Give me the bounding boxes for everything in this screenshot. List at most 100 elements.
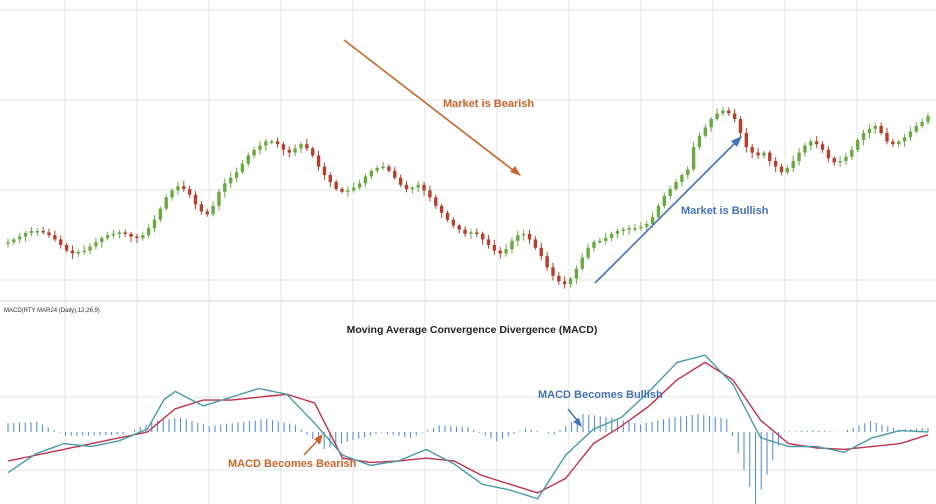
- macd-lines: [7, 354, 929, 500]
- candle-body: [885, 133, 889, 142]
- candle-body: [381, 166, 385, 169]
- candle-body: [697, 135, 702, 147]
- candle-body: [457, 225, 461, 230]
- candle-body: [463, 229, 467, 234]
- candle-body: [551, 267, 555, 276]
- candle-body: [650, 217, 655, 224]
- candle-body: [205, 211, 209, 215]
- candle-body: [791, 161, 795, 168]
- candle-body: [404, 184, 409, 189]
- candle-body: [480, 233, 485, 240]
- candle-body: [850, 149, 854, 157]
- candle-body: [152, 219, 157, 229]
- macd-line: [7, 354, 929, 500]
- candle-body: [422, 184, 426, 191]
- candle-body: [557, 275, 561, 282]
- candle-body: [744, 133, 749, 147]
- candle-body: [117, 232, 122, 234]
- candle-body: [393, 170, 397, 178]
- bearish-trend-arrow-line: [343, 39, 519, 175]
- candle-body: [867, 128, 872, 133]
- candle-body: [29, 231, 34, 233]
- candle-body: [105, 235, 110, 238]
- candle-body: [135, 236, 139, 239]
- candle-body: [844, 156, 848, 161]
- candle-body: [328, 175, 332, 182]
- candle-body: [334, 182, 338, 189]
- candle-body: [855, 140, 860, 150]
- candle-body: [451, 219, 456, 226]
- candle-body: [293, 148, 297, 153]
- candle-body: [633, 228, 637, 230]
- candle-body: [926, 116, 930, 122]
- candle-body: [228, 177, 233, 184]
- signal-line: [7, 361, 929, 494]
- candle-body: [803, 145, 807, 153]
- candle-body: [750, 147, 754, 153]
- candle-body: [668, 189, 672, 196]
- candle-body: [275, 141, 280, 145]
- candle-body: [100, 238, 104, 243]
- candle-body: [486, 239, 491, 245]
- candle-body: [609, 233, 614, 238]
- candle-body: [920, 121, 924, 126]
- candle-body: [182, 186, 186, 189]
- candle-body: [305, 144, 309, 149]
- candle-body: [691, 147, 696, 170]
- candle-body: [258, 145, 262, 150]
- candle-body: [715, 113, 719, 119]
- candle-body: [428, 190, 432, 198]
- macd-bearish-label: MACD Becomes Bearish: [228, 458, 357, 470]
- candle-body: [686, 169, 690, 175]
- candle-body: [146, 228, 151, 236]
- candle-body: [809, 141, 813, 146]
- candle-body: [252, 149, 256, 156]
- candle-body: [604, 238, 608, 241]
- candle-body: [639, 226, 643, 229]
- candle-body: [434, 197, 438, 206]
- candle-body: [709, 119, 713, 128]
- candle-body: [287, 149, 291, 153]
- candle-body: [645, 224, 649, 227]
- candle-body: [94, 242, 98, 247]
- candle-body: [832, 158, 836, 163]
- macd-bullish-arrow-head-icon: [573, 418, 582, 427]
- candle-body: [18, 236, 22, 240]
- candle-body: [627, 228, 631, 230]
- candle-body: [164, 197, 168, 209]
- candle-body: [492, 245, 497, 251]
- candle-body: [187, 189, 192, 195]
- macd-histogram: [7, 414, 929, 504]
- candle-body: [439, 205, 444, 213]
- candle-body: [568, 278, 573, 285]
- candle-body: [357, 183, 362, 188]
- price-candles: [6, 106, 930, 289]
- candle-body: [732, 113, 737, 119]
- candle-body: [346, 190, 350, 192]
- candle-body: [891, 141, 895, 145]
- candle-body: [246, 155, 250, 164]
- candle-body: [141, 235, 145, 238]
- candle-body: [738, 119, 743, 133]
- candle-body: [914, 126, 918, 132]
- candle-body: [475, 232, 479, 234]
- candle-body: [873, 126, 877, 129]
- candle-body: [82, 250, 86, 253]
- candle-body: [445, 212, 450, 220]
- candle-body: [545, 256, 549, 268]
- candle-body: [416, 184, 420, 188]
- candle-body: [533, 239, 538, 248]
- candle-body: [211, 205, 215, 215]
- candle-body: [41, 231, 45, 233]
- candle-body: [598, 240, 602, 243]
- candle-body: [352, 187, 356, 191]
- candle-body: [88, 246, 92, 251]
- bullish-trend-arrow-line: [594, 138, 740, 284]
- candle-body: [322, 166, 327, 175]
- candle-body: [469, 232, 473, 234]
- candle-body: [897, 141, 901, 145]
- bullish-arrow-head-icon: [731, 136, 742, 147]
- candle-body: [814, 141, 819, 145]
- macd-bearish-arrow-head-icon: [314, 434, 323, 444]
